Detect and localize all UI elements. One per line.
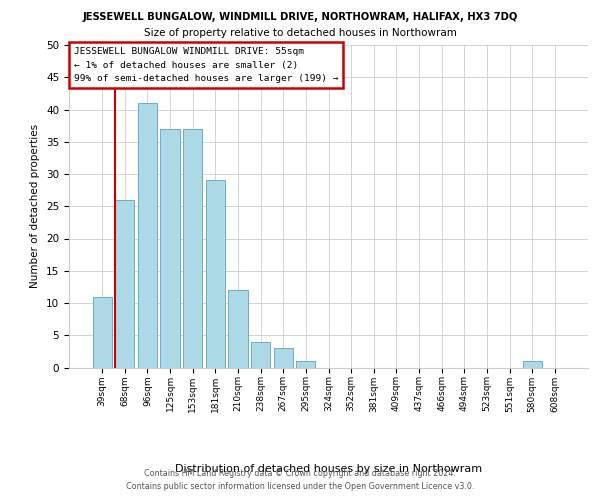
Text: JESSEWELL BUNGALOW, WINDMILL DRIVE, NORTHOWRAM, HALIFAX, HX3 7DQ: JESSEWELL BUNGALOW, WINDMILL DRIVE, NORT… <box>82 12 518 22</box>
Bar <box>160 129 180 368</box>
Bar <box>183 129 202 368</box>
Text: JESSEWELL BUNGALOW WINDMILL DRIVE: 55sqm
← 1% of detached houses are smaller (2): JESSEWELL BUNGALOW WINDMILL DRIVE: 55sqm… <box>74 46 338 84</box>
Bar <box>523 361 542 368</box>
Bar <box>274 348 293 368</box>
Bar <box>206 180 225 368</box>
Bar <box>92 296 112 368</box>
X-axis label: Distribution of detached houses by size in Northowram: Distribution of detached houses by size … <box>175 464 482 474</box>
Text: Size of property relative to detached houses in Northowram: Size of property relative to detached ho… <box>143 28 457 38</box>
Text: Contains HM Land Registry data © Crown copyright and database right 2024.: Contains HM Land Registry data © Crown c… <box>144 469 456 478</box>
Bar <box>296 361 316 368</box>
Bar <box>229 290 248 368</box>
Bar <box>115 200 134 368</box>
Text: Contains public sector information licensed under the Open Government Licence v3: Contains public sector information licen… <box>126 482 474 491</box>
Bar <box>251 342 270 367</box>
Bar <box>138 103 157 368</box>
Y-axis label: Number of detached properties: Number of detached properties <box>31 124 40 288</box>
